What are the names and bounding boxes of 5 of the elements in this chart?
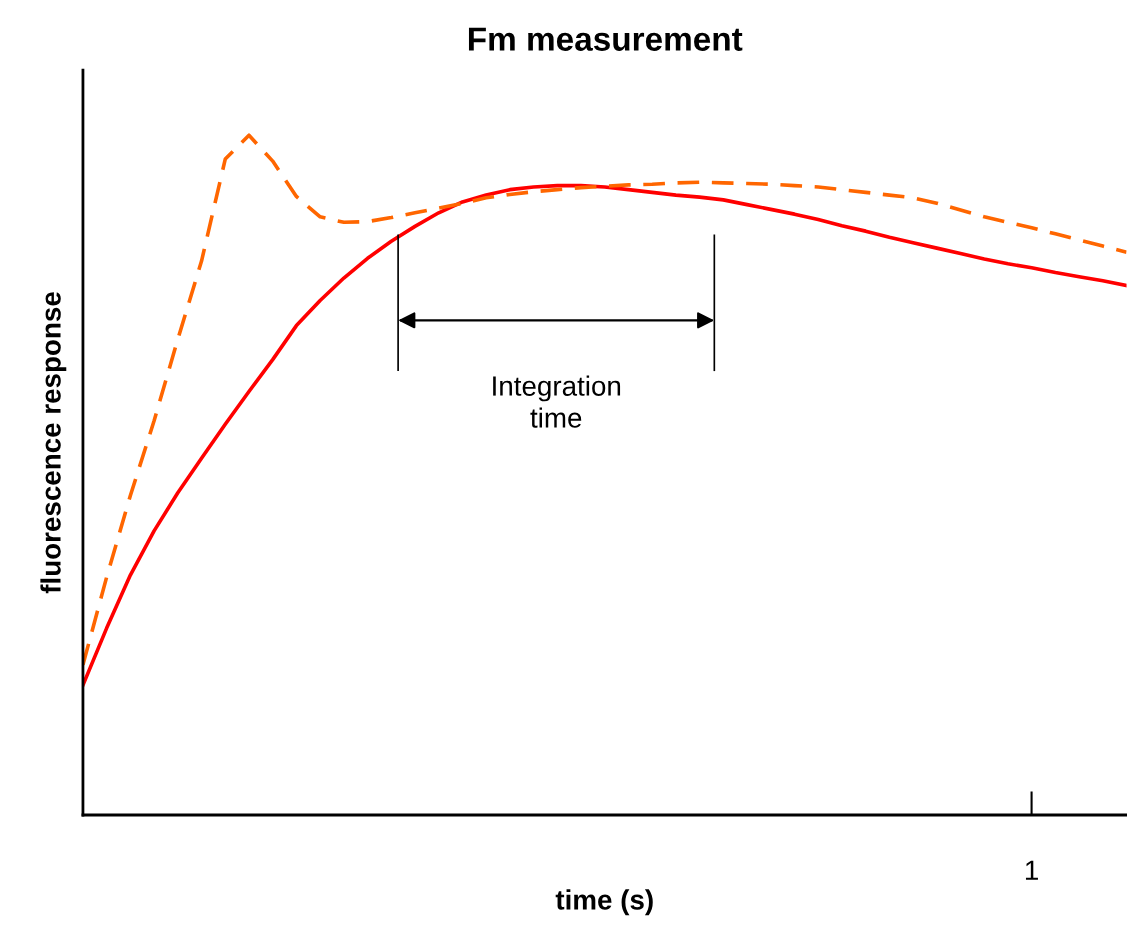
- chart-title: Fm measurement: [468, 27, 743, 51]
- annotation: Integration time: [493, 375, 621, 428]
- text: 1: [1025, 860, 1038, 880]
- y-axis-title: fluorescence response: [40, 292, 67, 594]
- x-axis-title: time (s): [555, 889, 653, 916]
